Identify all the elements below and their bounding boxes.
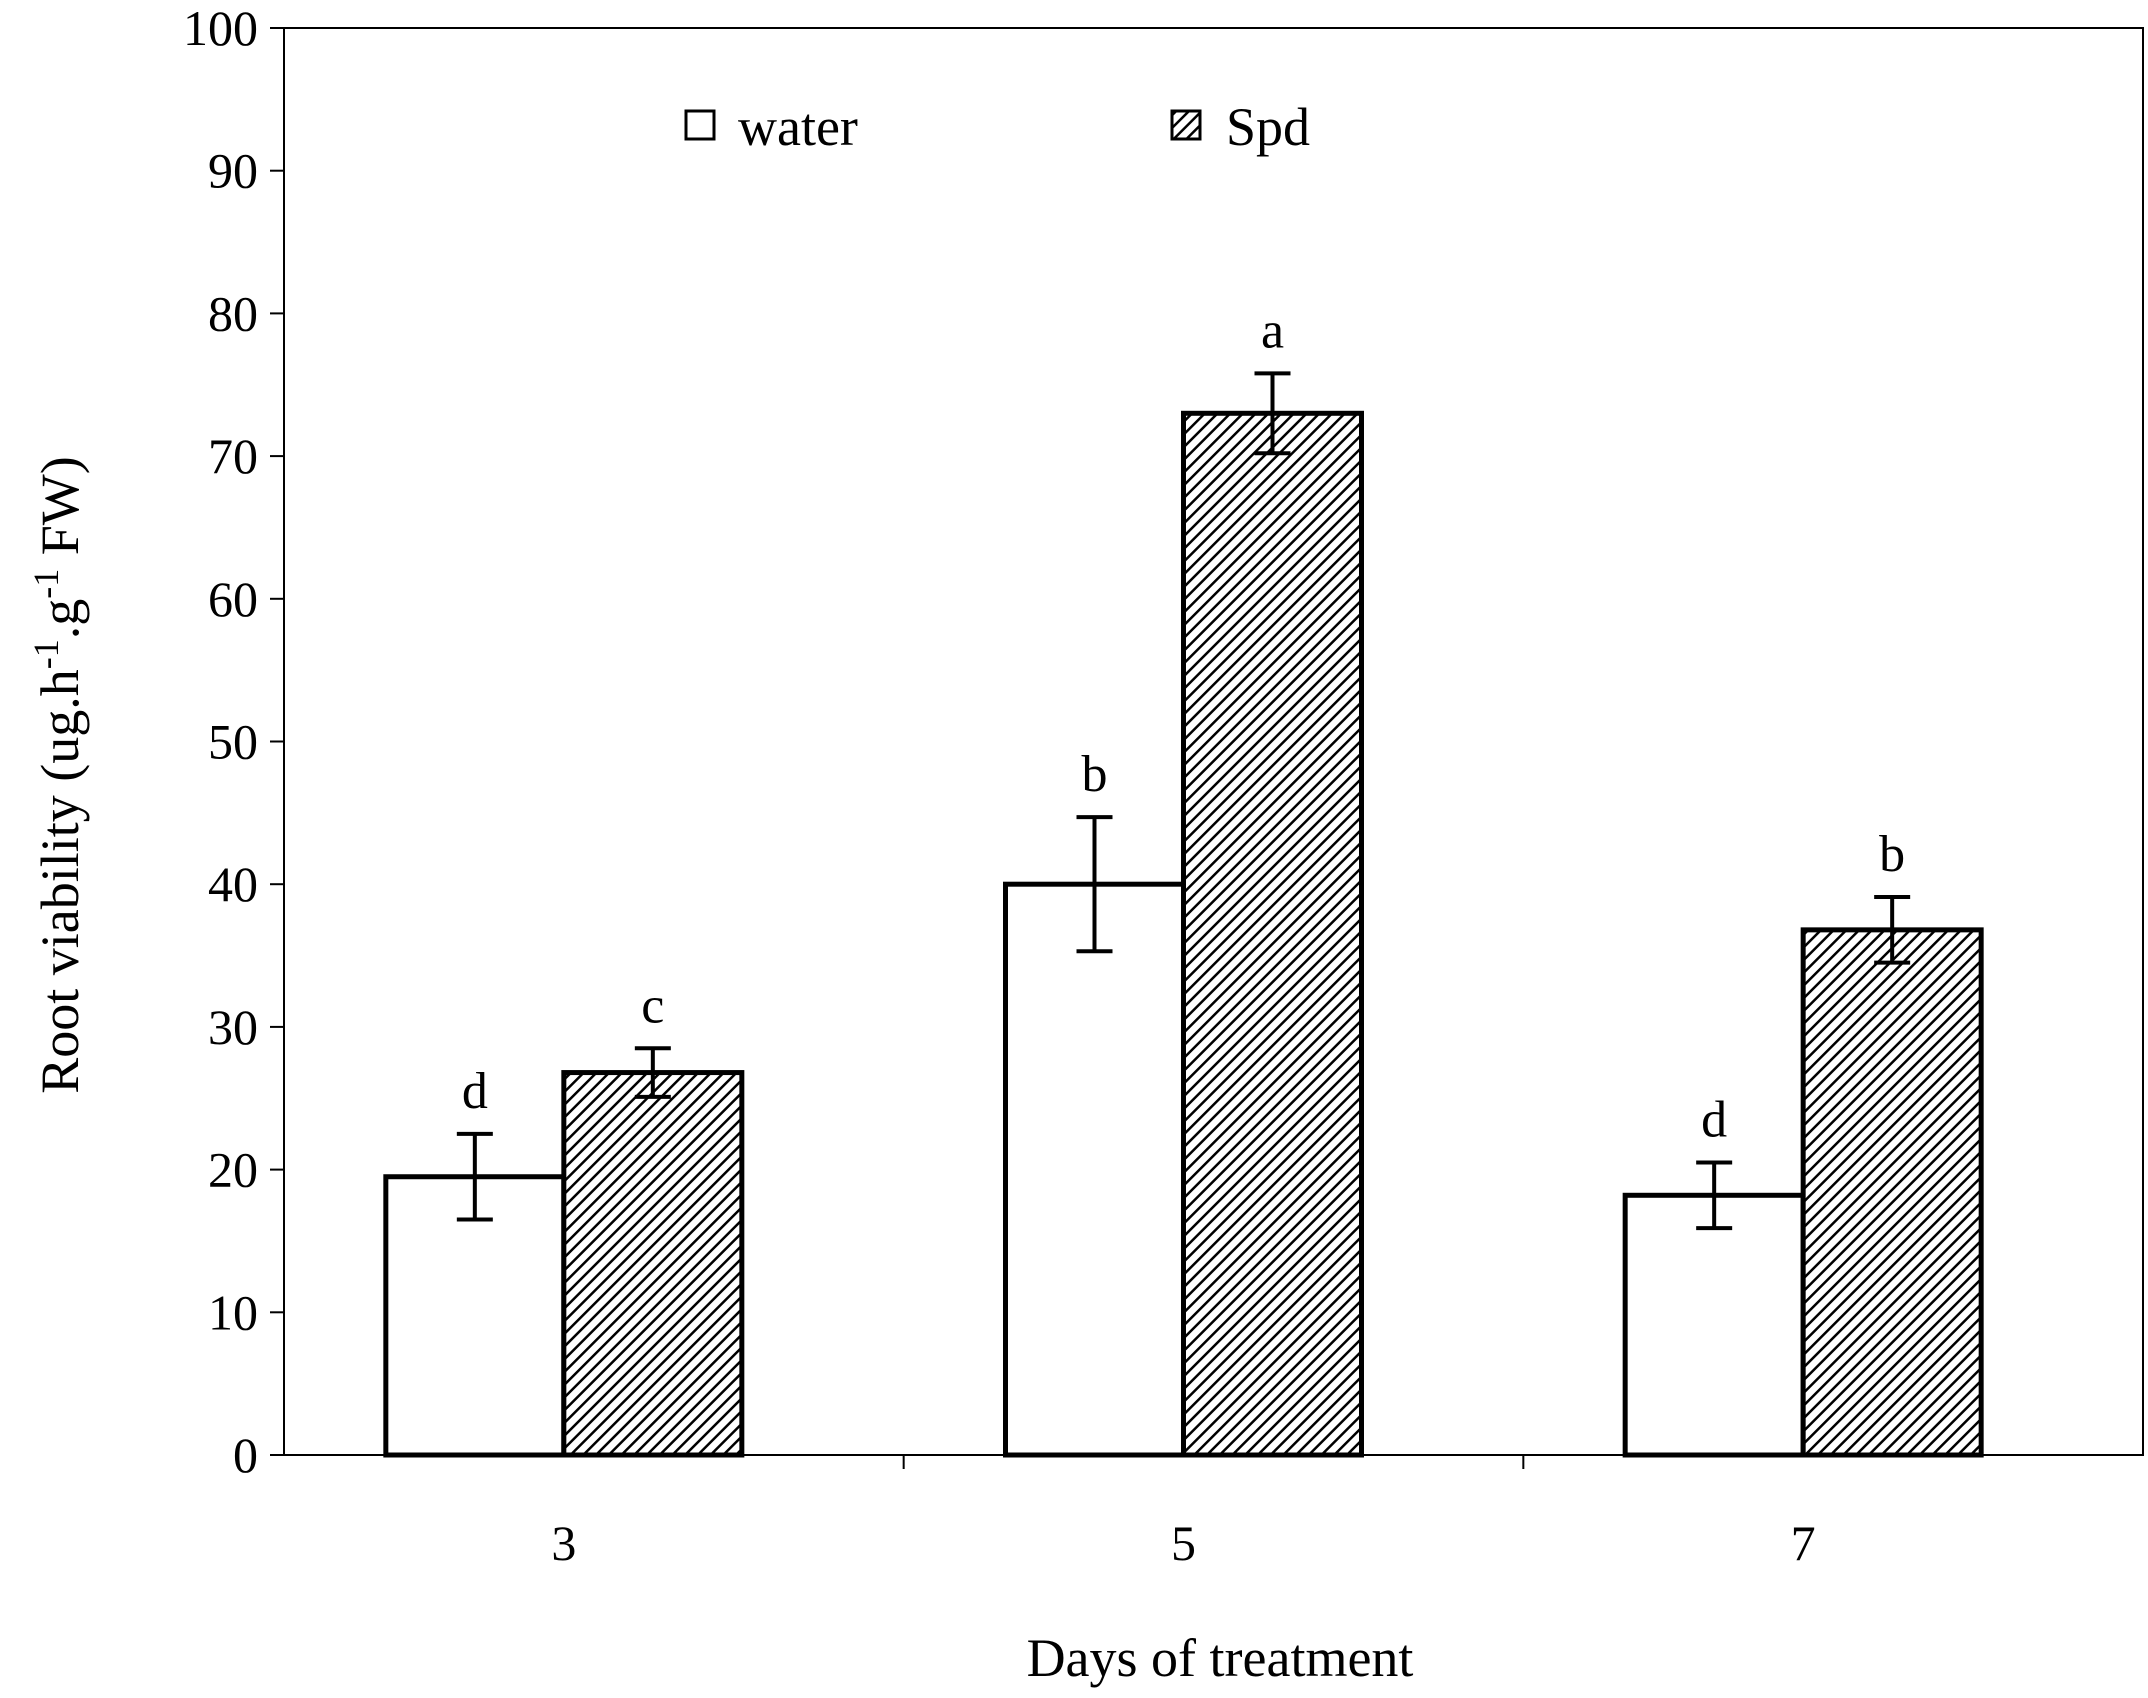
y-tick-label-50: 50 (208, 714, 258, 770)
y-tick-label-80: 80 (208, 285, 258, 341)
error-bars (456, 371, 1911, 1231)
y-axis-title: Root viability (ug.h-1.g-1 FW) (26, 456, 90, 1093)
legend-label-spd: Spd (1226, 97, 1310, 157)
y-tick-label-0: 0 (233, 1427, 258, 1483)
y-tick-label-30: 30 (208, 999, 258, 1055)
significance-label-water-day-3: d (462, 1063, 488, 1120)
x-axis: 3 5 7 (551, 1455, 1816, 1571)
y-tick-label-10: 10 (208, 1284, 258, 1340)
y-tick-label-90: 90 (208, 143, 258, 199)
y-tick-label-60: 60 (208, 571, 258, 627)
bar-water-day-5 (1003, 881, 1186, 1458)
error-bar-spd-day-5 (1254, 371, 1291, 456)
error-bar-water-day-5 (1076, 815, 1113, 954)
x-tick-label-5: 5 (1171, 1515, 1196, 1571)
error-bar-spd-day-7 (1874, 895, 1911, 965)
significance-label-spd-day-3: c (641, 977, 664, 1034)
legend-swatch-spd (1170, 109, 1202, 141)
x-tick-label-3: 3 (551, 1515, 576, 1571)
y-axis: 0 10 20 30 40 50 60 70 80 90 100 (183, 0, 284, 1483)
error-bar-water-day-7 (1696, 1160, 1733, 1231)
significance-label-spd-day-7: b (1879, 826, 1905, 883)
bar-spd-day-7 (1800, 927, 1984, 1458)
error-bar-water-day-3 (456, 1131, 493, 1222)
legend-swatch-water (684, 109, 716, 141)
significance-label-water-day-7: d (1701, 1091, 1727, 1148)
x-axis-title: Days of treatment (1027, 1628, 1414, 1688)
legend: water Spd (684, 97, 1310, 157)
significance-labels: d c b a d b (462, 302, 1905, 1148)
y-tick-label-70: 70 (208, 428, 258, 484)
y-tick-label-100: 100 (183, 0, 258, 56)
x-tick-label-7: 7 (1791, 1515, 1816, 1571)
error-bar-spd-day-3 (634, 1046, 671, 1099)
bar-spd-day-5 (1181, 410, 1364, 1458)
bar-spd-day-3 (561, 1070, 745, 1458)
significance-label-spd-day-5: a (1261, 302, 1284, 359)
legend-label-water: water (738, 97, 858, 157)
significance-label-water-day-5: b (1082, 746, 1108, 803)
bar-series (383, 410, 1984, 1458)
y-tick-label-40: 40 (208, 856, 258, 912)
y-tick-label-20: 20 (208, 1142, 258, 1198)
bar-water-day-7 (1622, 1192, 1806, 1458)
